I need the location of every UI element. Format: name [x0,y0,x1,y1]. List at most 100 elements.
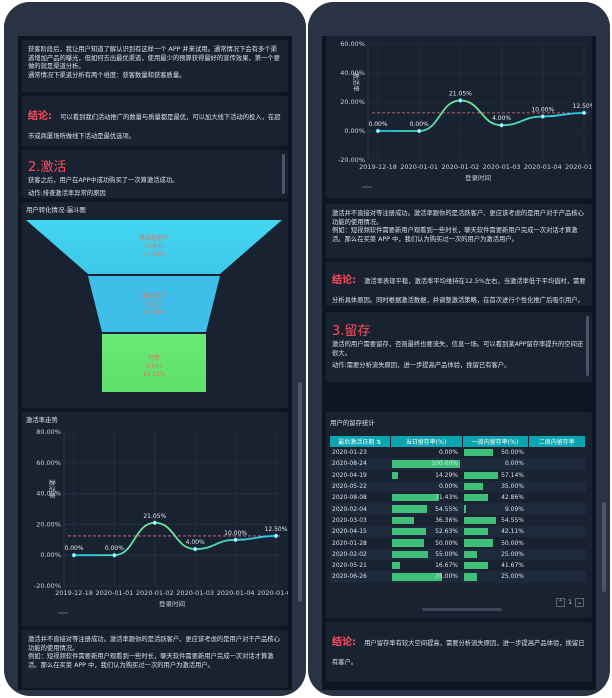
right-line-chart-card: 60.00% 40.00% 20.00% 0.00% -20.00% 2019-12-18… [326,36,592,198]
intro-card: 获客阶段后，我让用户知道了解认识到有这样一个 APP 并来试用。通常情况下会有多… [22,40,288,92]
table-row[interactable]: 2020-02-02 55.00% 25.00% [330,548,586,560]
col-header-2week[interactable]: 二周内留存率 [528,436,586,447]
left-screen[interactable]: 获客阶段后，我让用户知道了解认识到有这样一个 APP 并来试用。通常情况下会有多… [18,36,292,690]
x-tick-label: 2020-01-01 [96,589,134,597]
right-conclusion-label: 结论: [332,275,356,286]
week-rate-bar [464,561,488,570]
cell-date: 2020-06-26 [330,571,390,583]
right-screen[interactable]: 60.00% 40.00% 20.00% 0.00% -20.00% 2019-12-18… [322,36,596,690]
table-row[interactable]: 2020-08-24 100.00% 0.00% [330,458,586,470]
table-row[interactable]: 2020-04-19 14.29% 57.14% [330,470,586,481]
right-activation-line-chart[interactable]: 60.00% 40.00% 20.00% 0.00% -20.00%2019-12-18… [326,36,592,198]
week-rate-bar [464,573,477,581]
cell-day-rate: 75.00% [390,571,462,583]
x-tick-label: 2020-01-02 [136,589,174,597]
activation-line-chart[interactable]: 80.00% 60.00% 40.00% 20.00% 0.00% -20.00%2019… [22,426,288,624]
cell-day-rate: 50.00% [390,537,462,548]
cell-2week-rate [528,560,586,571]
final-conclusion-label: 结论: [332,637,356,648]
cell-week-rate: 9.09% [462,503,528,515]
table-row[interactable]: 2020-03-03 36.36% 54.55% [330,515,586,526]
analysis-text: 激活并不直接对等注册成功。激活率跟你的是活跃客户、更应该考虑的是用户对于产品核心… [332,210,584,226]
col-header-date[interactable]: 最后激活日期 ⇅ [330,436,391,447]
funnel-stage-3[interactable] [102,334,206,392]
y-tick-label: 20.00% [340,98,365,106]
activation-title: 2.激活 [28,160,67,175]
y-axis-title: 激活率 [48,479,57,499]
data-point [273,533,279,539]
table-h-scrollbar[interactable] [422,608,502,611]
left-page-scrollbar[interactable] [298,382,302,602]
y-tick-label: 20.00% [36,520,61,528]
cell-day-rate: 36.36% [390,515,462,526]
data-label: 10.00% [531,107,554,114]
data-label: 10.00% [224,530,247,537]
cell-day-rate: 0.00% [438,449,458,457]
conclusion-label: 结论: [28,111,52,122]
week-rate-bar [464,494,489,502]
sort-icon[interactable]: ⇅ [376,439,382,446]
data-point [112,552,117,558]
data-label: 21.05% [143,513,166,520]
activation-action: 动作:排查激活率异常的原因 [28,189,106,197]
retention-scrollbar[interactable] [586,316,589,376]
table-row[interactable]: 2020-08-08 71.43% 42.86% [330,492,586,503]
y-tick-label: 60.00% [36,459,61,467]
day-rate-bar [392,561,400,570]
day-rate-bar [392,505,428,513]
table-row[interactable]: 2020-02-04 54.55% 9.09% [330,503,586,515]
x-tick-label: 2020-01-02 [442,163,480,171]
data-label: 0.00% [64,545,83,552]
pager-dropdown-icon[interactable]: ⌄ [575,598,584,607]
col-header-week[interactable]: 一周内留存率(%) [462,436,529,447]
y-axis-title: 激活率 [352,72,361,92]
cell-day-rate: 54.55% [390,503,462,515]
cell-week-rate: 35.00% [462,480,528,493]
cell-day-rate: 100.00% [390,458,462,470]
cell-week-rate: 42.11% [462,526,528,538]
retention-desc: 激活的用户需要留存，否则最终也要流失，信息一场。可以看到某APP留存率提升的空间… [332,341,584,357]
activation-scrollbar[interactable] [282,154,285,194]
table-row[interactable]: 2020-05-21 16.67% 41.67% [330,560,586,571]
cell-date: 2020-03-03 [332,516,367,524]
funnel-card: 用户转化情况-漏斗图 激活新客户 10,642 53.23% 激活用户 5,52… [22,202,288,408]
table-row[interactable]: 2020-01-23 0.00% 50.00% [330,447,586,458]
funnel-stage-2-rate: 27.56% [143,309,166,316]
cell-week-rate: 0.00% [462,458,528,470]
data-point [458,98,463,103]
week-rate-bar [464,482,484,491]
y-tick-label: 60.00% [340,40,365,48]
funnel-stage-3-count: 3,844 [145,363,162,370]
cell-day-rate: 16.67% [390,560,462,571]
cell-date: 2020-05-22 [330,480,390,493]
right-phone-bezel [308,2,610,32]
col-header-day[interactable]: 当日留存率(%) [390,436,463,447]
funnel-stage-1-rate: 53.23% [143,251,166,258]
right-conclusion-card: 结论: 激活率表现平稳，激活率平均维持在12.5%左右，当激活率低于平均值时，需… [326,262,592,306]
x-tick-label: 2020-01-05 [257,589,288,597]
cell-week-rate: 25.00% [462,548,528,560]
table-row[interactable]: 2020-04-15 52.63% 42.11% [330,526,586,538]
final-conclusion-card: 结论: 用户留存率有较大空间提高，需要分析流失原因，进一步提高产品体验，挽留已有… [326,622,592,682]
cell-date: 2020-02-04 [330,503,390,515]
data-point [233,537,238,542]
table-row[interactable]: 2020-05-22 0.00% 35.00% [330,480,586,493]
day-rate-bar [392,494,440,502]
right-page-scrollbar[interactable] [602,502,606,592]
funnel-title: 用户转化情况-漏斗图 [26,206,86,214]
table-pager: ⌃ 1 ⌄ [556,598,584,607]
funnel-stage-3-name: 付费 [148,354,160,362]
retention-title: 3.留存 [332,324,371,339]
table-row[interactable]: 2020-01-28 50.00% 50.00% [330,537,586,548]
x-axis-title: 登录时间 [159,599,185,608]
data-point [499,122,504,128]
cell-date: 2020-02-02 [330,548,390,560]
pager-prev-icon[interactable]: ⌃ [556,598,566,607]
funnel-stage-2[interactable] [88,276,220,332]
pager-value: 1 [568,599,572,606]
funnel-stage-1[interactable] [26,220,282,274]
cell-week-rate: 50.00% [462,537,528,548]
data-point [71,552,77,558]
analysis-text-2: 例如：短视频软件需要新用户观看到一些时长，聊天软件需要新用户完成一次对话才算激活… [332,227,578,243]
table-row[interactable]: 2020-06-26 75.00% 25.00% [330,571,586,583]
